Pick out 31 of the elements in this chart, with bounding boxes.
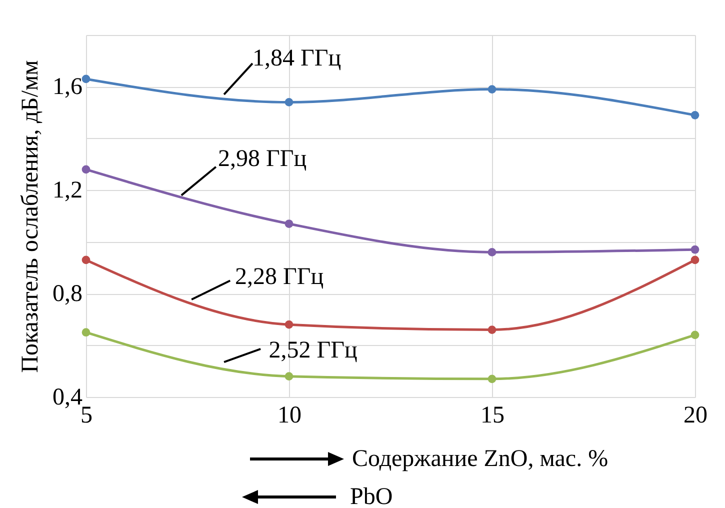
point	[82, 165, 90, 174]
point	[690, 245, 700, 254]
x-axis-title: Содержание ZnO, мас. %	[352, 446, 608, 472]
point	[284, 220, 294, 228]
y-tick-label: 1,6	[52, 74, 82, 100]
text: PbO	[350, 484, 393, 508]
point	[488, 85, 496, 94]
y-axis-title: Показатель ослабления, дБ/мм	[18, 60, 44, 373]
series-label: 2,28 ГГц	[235, 264, 324, 290]
x-tick-label: 15	[480, 402, 504, 428]
point	[488, 248, 496, 256]
point	[488, 326, 496, 334]
x-tick-label: 20	[684, 402, 708, 428]
point	[284, 98, 294, 106]
y-tick-label: 0,4	[52, 384, 82, 410]
x-tick-label: 5	[80, 402, 92, 428]
point	[488, 374, 496, 384]
series-label: 1,84 ГГц	[252, 45, 342, 72]
y-tick-label: 0,8	[52, 281, 82, 308]
point	[82, 256, 90, 264]
point	[284, 320, 294, 329]
point	[690, 110, 700, 120]
point	[82, 328, 90, 337]
point	[690, 256, 700, 264]
point	[690, 330, 700, 340]
x-tick-label: 10	[278, 402, 302, 428]
point	[82, 74, 90, 84]
point	[284, 372, 294, 380]
y-tick-label: 1,2	[52, 178, 82, 204]
series-label: 2,98 ГГц	[218, 146, 307, 172]
series-label: 2,52 ГГц	[268, 337, 358, 364]
